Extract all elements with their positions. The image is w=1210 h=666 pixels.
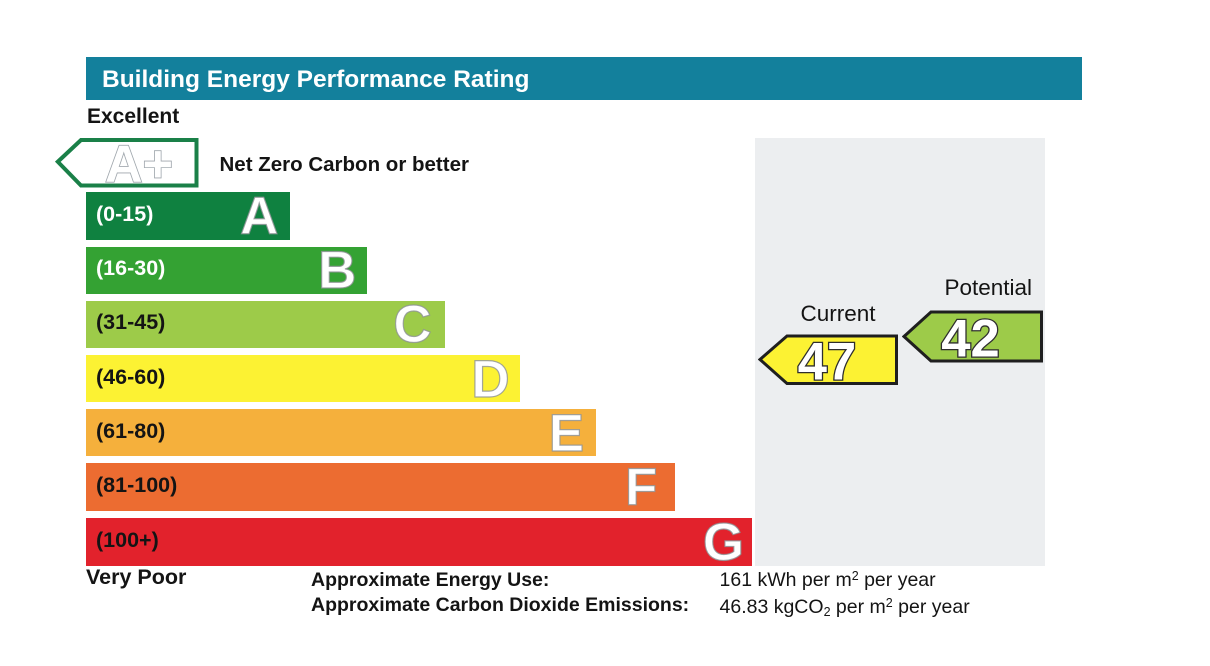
svg-text:47: 47 [798, 333, 856, 387]
svg-text:42: 42 [941, 309, 999, 365]
svg-text:A+: A+ [105, 136, 173, 190]
